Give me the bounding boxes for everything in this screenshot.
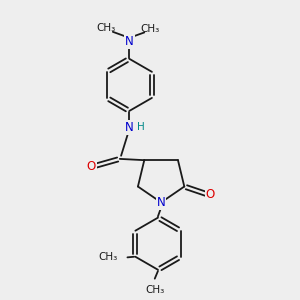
Text: N: N: [125, 35, 134, 48]
Text: O: O: [87, 160, 96, 173]
Text: CH₃: CH₃: [99, 252, 118, 262]
Text: N: N: [157, 196, 166, 209]
Text: CH₃: CH₃: [140, 24, 160, 34]
Text: CH₃: CH₃: [145, 285, 164, 295]
Text: N: N: [125, 121, 134, 134]
Text: O: O: [206, 188, 215, 201]
Text: H: H: [137, 122, 145, 132]
Text: CH₃: CH₃: [97, 23, 116, 33]
